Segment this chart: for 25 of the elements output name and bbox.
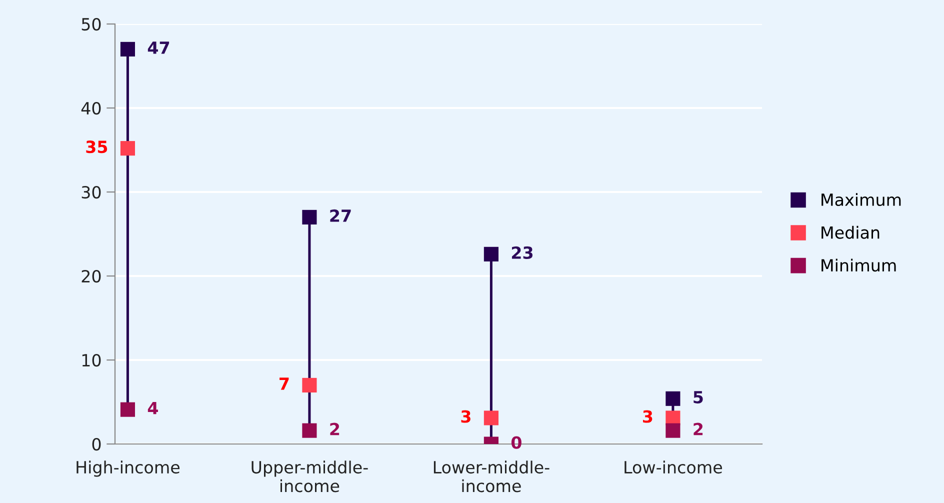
data-label: 3 xyxy=(643,410,652,423)
data-label: 0 xyxy=(511,436,522,449)
data-label: 23 xyxy=(512,246,533,259)
y-tick-label: 40 xyxy=(81,102,101,115)
data-label: 7 xyxy=(280,378,289,390)
y-tick-label: 50 xyxy=(82,18,101,31)
x-tick-label: High-income xyxy=(76,460,180,477)
y-tick-label: 0 xyxy=(92,438,101,451)
legend-label: Median xyxy=(822,226,880,239)
legend-label: Minimum xyxy=(822,258,896,272)
data-label: 3 xyxy=(461,410,470,423)
data-label: 2 xyxy=(694,422,703,436)
x-tick-label: Lower-middle- income xyxy=(434,460,550,492)
data-label: 35 xyxy=(86,140,108,154)
y-tick-label: 20 xyxy=(82,270,101,283)
data-label: 5 xyxy=(694,391,703,404)
x-tick-label: Upper-middle- income xyxy=(252,460,368,492)
data-label: 47 xyxy=(148,42,170,54)
y-tick-label: 10 xyxy=(82,354,101,367)
data-label: 4 xyxy=(148,402,158,414)
data-label: 27 xyxy=(330,209,351,222)
x-tick-label: Low-income xyxy=(624,460,722,474)
y-tick-label: 30 xyxy=(82,186,101,199)
data-label: 2 xyxy=(330,422,340,436)
legend-label: Maximum xyxy=(822,193,901,206)
